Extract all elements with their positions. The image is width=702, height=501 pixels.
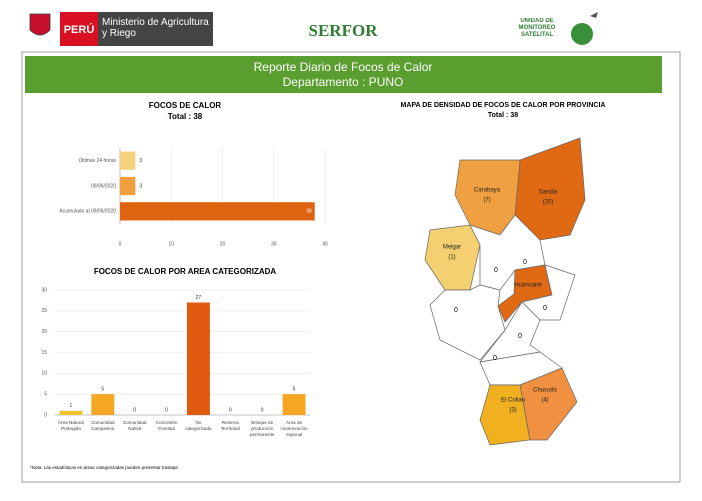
value-label: 0	[133, 407, 136, 413]
region-el-collao	[479, 384, 531, 446]
value-label: 3	[139, 158, 142, 164]
bar	[120, 151, 136, 170]
bar	[186, 302, 210, 415]
chart-title: FOCOS DE CALOR	[149, 101, 222, 110]
unit: UNIDAD DE MONITOREO SATELITAL	[518, 18, 556, 38]
province-count: (4)	[541, 398, 548, 404]
x-tick-label: Comunidad Campesina	[91, 420, 115, 431]
bar	[59, 410, 83, 415]
x-tick-label: No categorizada	[185, 420, 212, 431]
province-zero: 0	[518, 333, 522, 340]
x-tick-label: 10	[168, 241, 174, 247]
satellite-icon	[590, 12, 598, 18]
unit-wrap: UNIDAD DE MONITOREO SATELITAL	[518, 18, 556, 38]
province-name: Carabaya	[474, 188, 501, 194]
x-tick-label: Bosque de producción permanente	[250, 420, 275, 437]
value-label: 0	[165, 407, 168, 413]
value-label: 38	[306, 209, 312, 215]
footnote: *Nota: Las estadísticas en áreas categor…	[30, 465, 178, 470]
value-label: 0	[229, 407, 232, 413]
province-name: Melgar	[443, 245, 461, 251]
shield-icon	[29, 13, 51, 36]
province-count: (1)	[448, 255, 455, 261]
x-tick-label: Área de conservación regional	[281, 419, 309, 437]
province-count: (20)	[543, 200, 554, 206]
y-tick-label: 25	[41, 308, 47, 314]
ministry: Ministerio de Agricultura y Riego	[102, 17, 209, 39]
y-tick-label: 20	[41, 329, 47, 335]
chart-title: FOCOS DE CALOR POR AREA CATEGORIZADA	[94, 267, 277, 276]
value-label: 27	[196, 295, 202, 301]
province-zero: 0	[494, 267, 498, 274]
region-lampa	[429, 284, 506, 361]
y-tick-label: 10	[41, 371, 47, 377]
y-tick-label: 09/06/2020	[91, 183, 116, 189]
province-name: Huancané	[514, 283, 542, 289]
province-name: Chucuito	[533, 388, 557, 394]
report-title: Reporte Diario de Focos de Calor	[254, 60, 433, 74]
agency: SERFOR	[309, 21, 379, 40]
province-count: (3)	[509, 408, 516, 414]
chart-subtitle: Total : 38	[168, 112, 203, 121]
unit-logo	[571, 23, 593, 45]
region-chucuito	[519, 367, 578, 441]
x-tick-label: 40	[322, 241, 328, 247]
map	[424, 137, 586, 446]
value-label: 3	[139, 183, 142, 189]
report-subtitle: Departamento : PUNO	[283, 75, 404, 89]
banner	[25, 56, 662, 93]
y-tick-label: Acumulado al 09/06/2020	[59, 209, 116, 215]
bar	[91, 394, 115, 415]
y-tick-label: 5	[44, 391, 47, 397]
peru-box	[60, 12, 98, 46]
x-tick-label: Reserva Territorial	[221, 420, 240, 431]
province-name: Sandia	[539, 190, 558, 196]
province-zero: 0	[543, 305, 547, 312]
y-tick-label: Últimas 24 horas	[78, 157, 116, 164]
bar	[282, 394, 306, 415]
x-tick-label: Concesión Forestal	[156, 420, 178, 431]
province-zero: 0	[454, 307, 458, 314]
header: PERÚ Ministerio de Agricultura y Riego S…	[29, 12, 598, 46]
province-name: El Collao	[501, 398, 526, 404]
x-tick-label: Comunidad Nativa	[123, 420, 147, 431]
province-zero: 0	[523, 259, 527, 266]
value-label: 5	[293, 386, 296, 392]
value-label: 5	[101, 386, 104, 392]
value-label: 1	[70, 403, 73, 409]
x-tick-label: 20	[220, 241, 226, 247]
frame	[21, 51, 681, 483]
province-count: (7)	[483, 198, 490, 204]
x-tick-label: 30	[271, 241, 277, 247]
value-label: 0	[261, 407, 264, 413]
map-subtitle: Total : 38	[488, 112, 518, 119]
bar	[120, 176, 136, 196]
ministry-wrap: Ministerio de Agricultura y Riego	[102, 17, 209, 39]
country: PERÚ	[64, 23, 95, 36]
map-title: MAPA DE DENSIDAD DE FOCOS DE CALOR POR P…	[401, 102, 606, 109]
y-tick-label: 30	[41, 287, 47, 293]
y-tick-label: 15	[41, 350, 47, 356]
bar	[120, 202, 315, 221]
province-zero: 0	[493, 355, 497, 362]
x-tick-label: 0	[119, 241, 122, 247]
x-tick-label: Área Natural Protegida	[58, 419, 84, 431]
y-tick-label: 0	[44, 412, 47, 418]
